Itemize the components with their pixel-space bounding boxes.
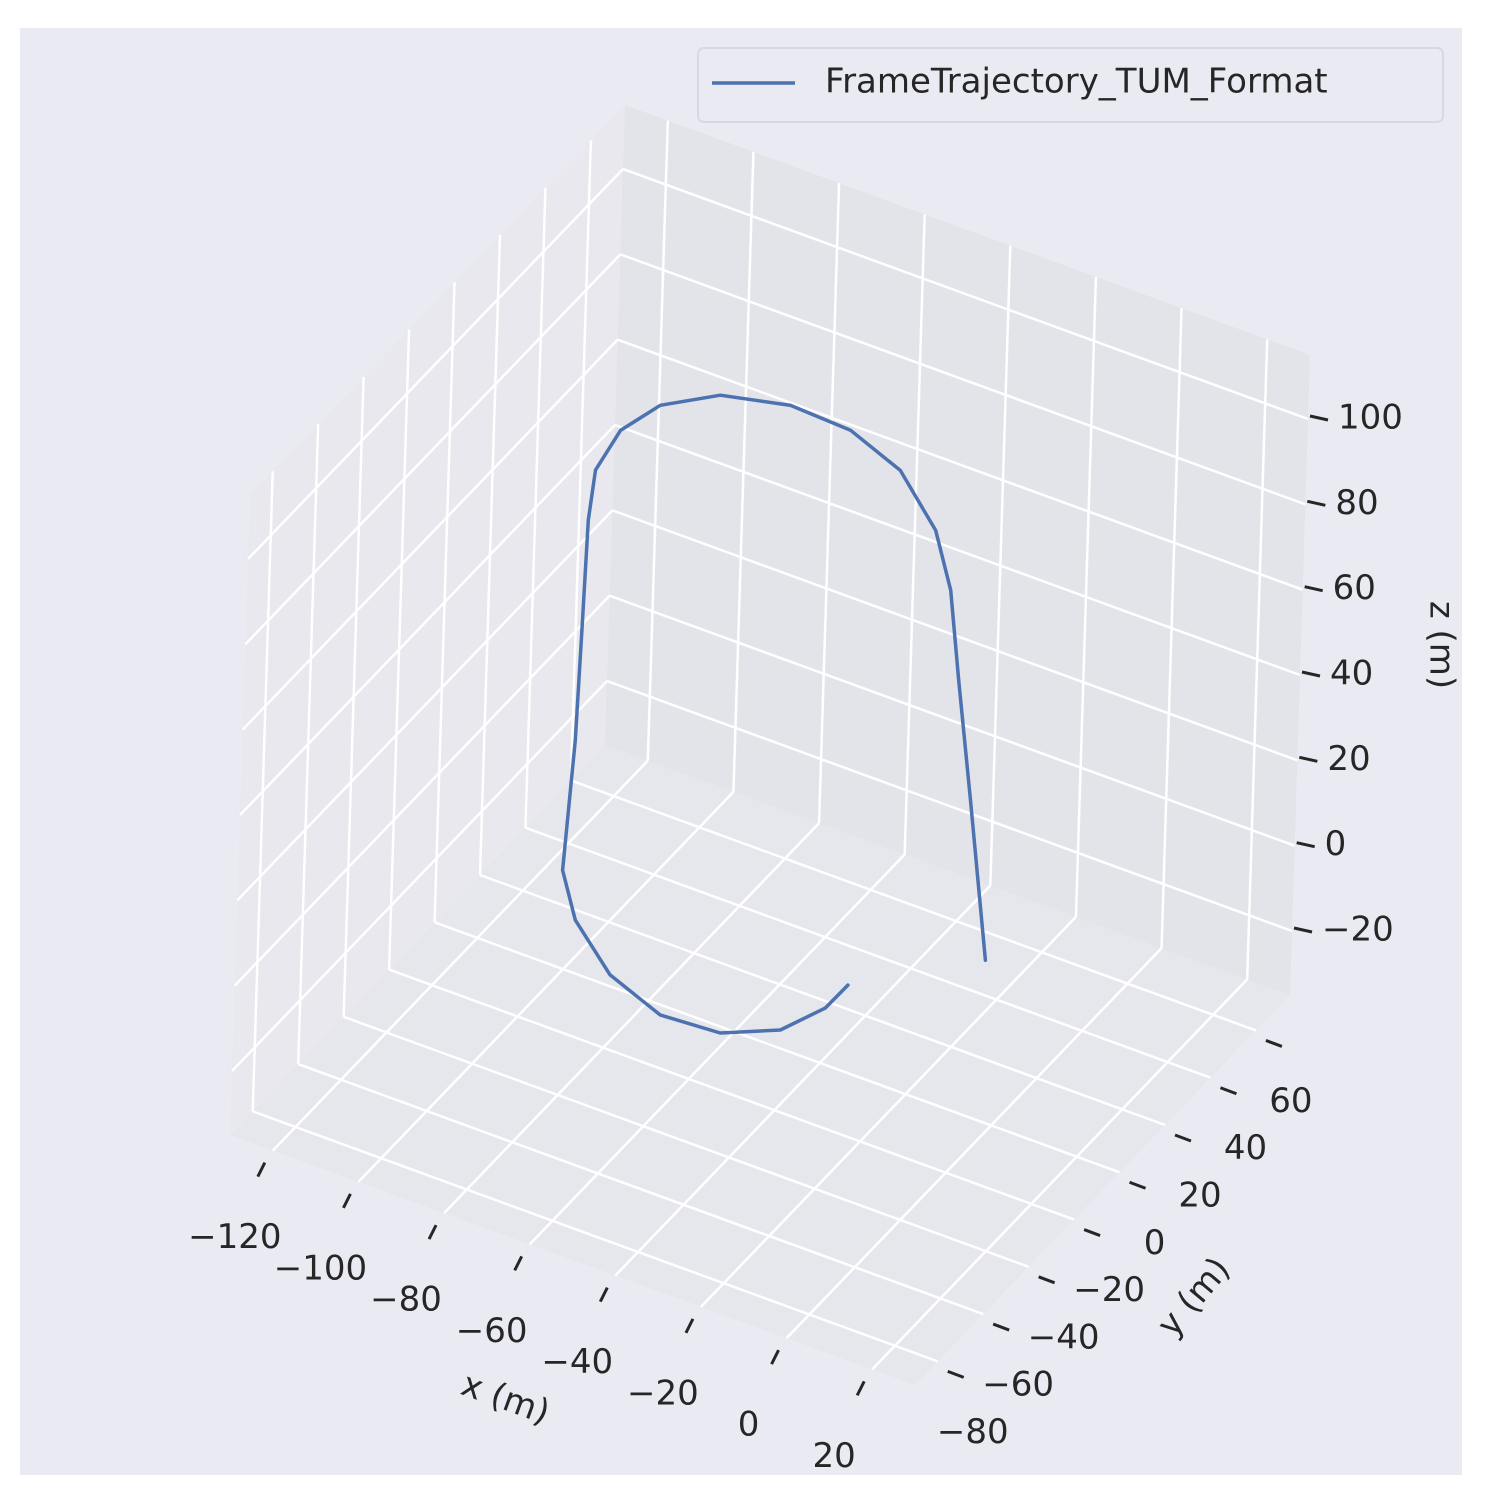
grid-line (785, 947, 1163, 1339)
x-tick (684, 1318, 695, 1334)
grid-line (239, 424, 616, 816)
legend-label: FrameTrajectory_TUM_Format (825, 62, 1328, 102)
x-tick (855, 1380, 866, 1397)
z-tick (1304, 585, 1323, 593)
legend: FrameTrajectory_TUM_Format (697, 47, 1444, 123)
grid-line (606, 679, 1293, 933)
x-tick (342, 1193, 352, 1209)
grid-line (233, 594, 611, 987)
grid-line (388, 968, 1075, 1221)
grid-line (609, 594, 1296, 847)
y-tick-label: 60 (1269, 1081, 1312, 1121)
z-tick (1296, 841, 1315, 849)
grid-line (244, 253, 622, 646)
grid-line (614, 423, 1301, 677)
legend-box (697, 47, 1444, 123)
grid-line (271, 759, 649, 1152)
z-tick-label: 100 (1338, 398, 1403, 438)
grid-line (443, 822, 820, 1214)
y-tick (1219, 1086, 1237, 1096)
z-tick-label: 60 (1333, 568, 1376, 608)
grid-line (357, 791, 735, 1183)
grid-line (619, 253, 1306, 506)
grid-line (614, 884, 992, 1277)
z-tick (1301, 670, 1321, 678)
grid-line (241, 338, 619, 731)
y-tick (1038, 1275, 1056, 1285)
y-tick-label: −40 (1028, 1317, 1100, 1357)
z-tick (1309, 414, 1329, 422)
grid-line (247, 168, 624, 560)
y-tick-label: 20 (1178, 1176, 1221, 1216)
z-axis-label: z (m) (1422, 601, 1462, 689)
grid-line (297, 1062, 984, 1316)
x-tick (513, 1255, 524, 1272)
y-tick-label: 40 (1224, 1128, 1267, 1168)
grid-line (236, 509, 614, 902)
x-tick (770, 1349, 780, 1365)
x-tick-label: 0 (738, 1405, 760, 1445)
grid-line (622, 167, 1309, 421)
y-tick-label: −20 (1073, 1270, 1145, 1310)
x-tick-label: −120 (188, 1217, 281, 1257)
grid-line (525, 826, 1211, 1079)
grid-line (252, 1110, 939, 1363)
x-tick-label: −80 (370, 1280, 442, 1320)
grid-line (434, 921, 1120, 1174)
x-tick-label: −100 (274, 1248, 367, 1288)
x-tick-label: −60 (456, 1311, 528, 1351)
x-tick (427, 1224, 438, 1240)
x-tick-label: 20 (813, 1436, 856, 1476)
z-tick-label: −20 (1322, 910, 1394, 950)
y-tick (1174, 1133, 1192, 1143)
y-tick (1129, 1180, 1147, 1190)
grid-line (570, 779, 1257, 1032)
z-tick (1299, 755, 1318, 763)
y-tick-label: −80 (937, 1412, 1009, 1452)
x-tick-label: −20 (627, 1373, 699, 1413)
grid-line (479, 873, 1166, 1127)
floor-pane (230, 745, 1290, 1385)
y-tick (947, 1369, 965, 1379)
z-tick-label: 40 (1330, 654, 1373, 694)
x-tick (598, 1286, 609, 1303)
x-tick (256, 1161, 267, 1178)
grid-line (528, 853, 906, 1246)
y-tick (1265, 1039, 1283, 1048)
trajectory-line (560, 393, 988, 1035)
grid-line (231, 680, 608, 1072)
z-tick-label: 20 (1327, 739, 1370, 779)
y-tick (992, 1322, 1010, 1332)
grid-line (700, 916, 1077, 1308)
z-tick (1293, 926, 1313, 934)
y-tick-label: 0 (1144, 1223, 1166, 1263)
y-tick (1083, 1228, 1101, 1237)
grid-line (617, 338, 1304, 591)
z-tick-label: 80 (1335, 483, 1378, 523)
y-tick-label: −60 (982, 1365, 1054, 1405)
grid-line (343, 1015, 1030, 1268)
x-tick-label: −40 (541, 1342, 613, 1382)
z-tick-label: 0 (1325, 824, 1347, 864)
grid-line (871, 978, 1249, 1371)
z-tick (1307, 499, 1326, 507)
